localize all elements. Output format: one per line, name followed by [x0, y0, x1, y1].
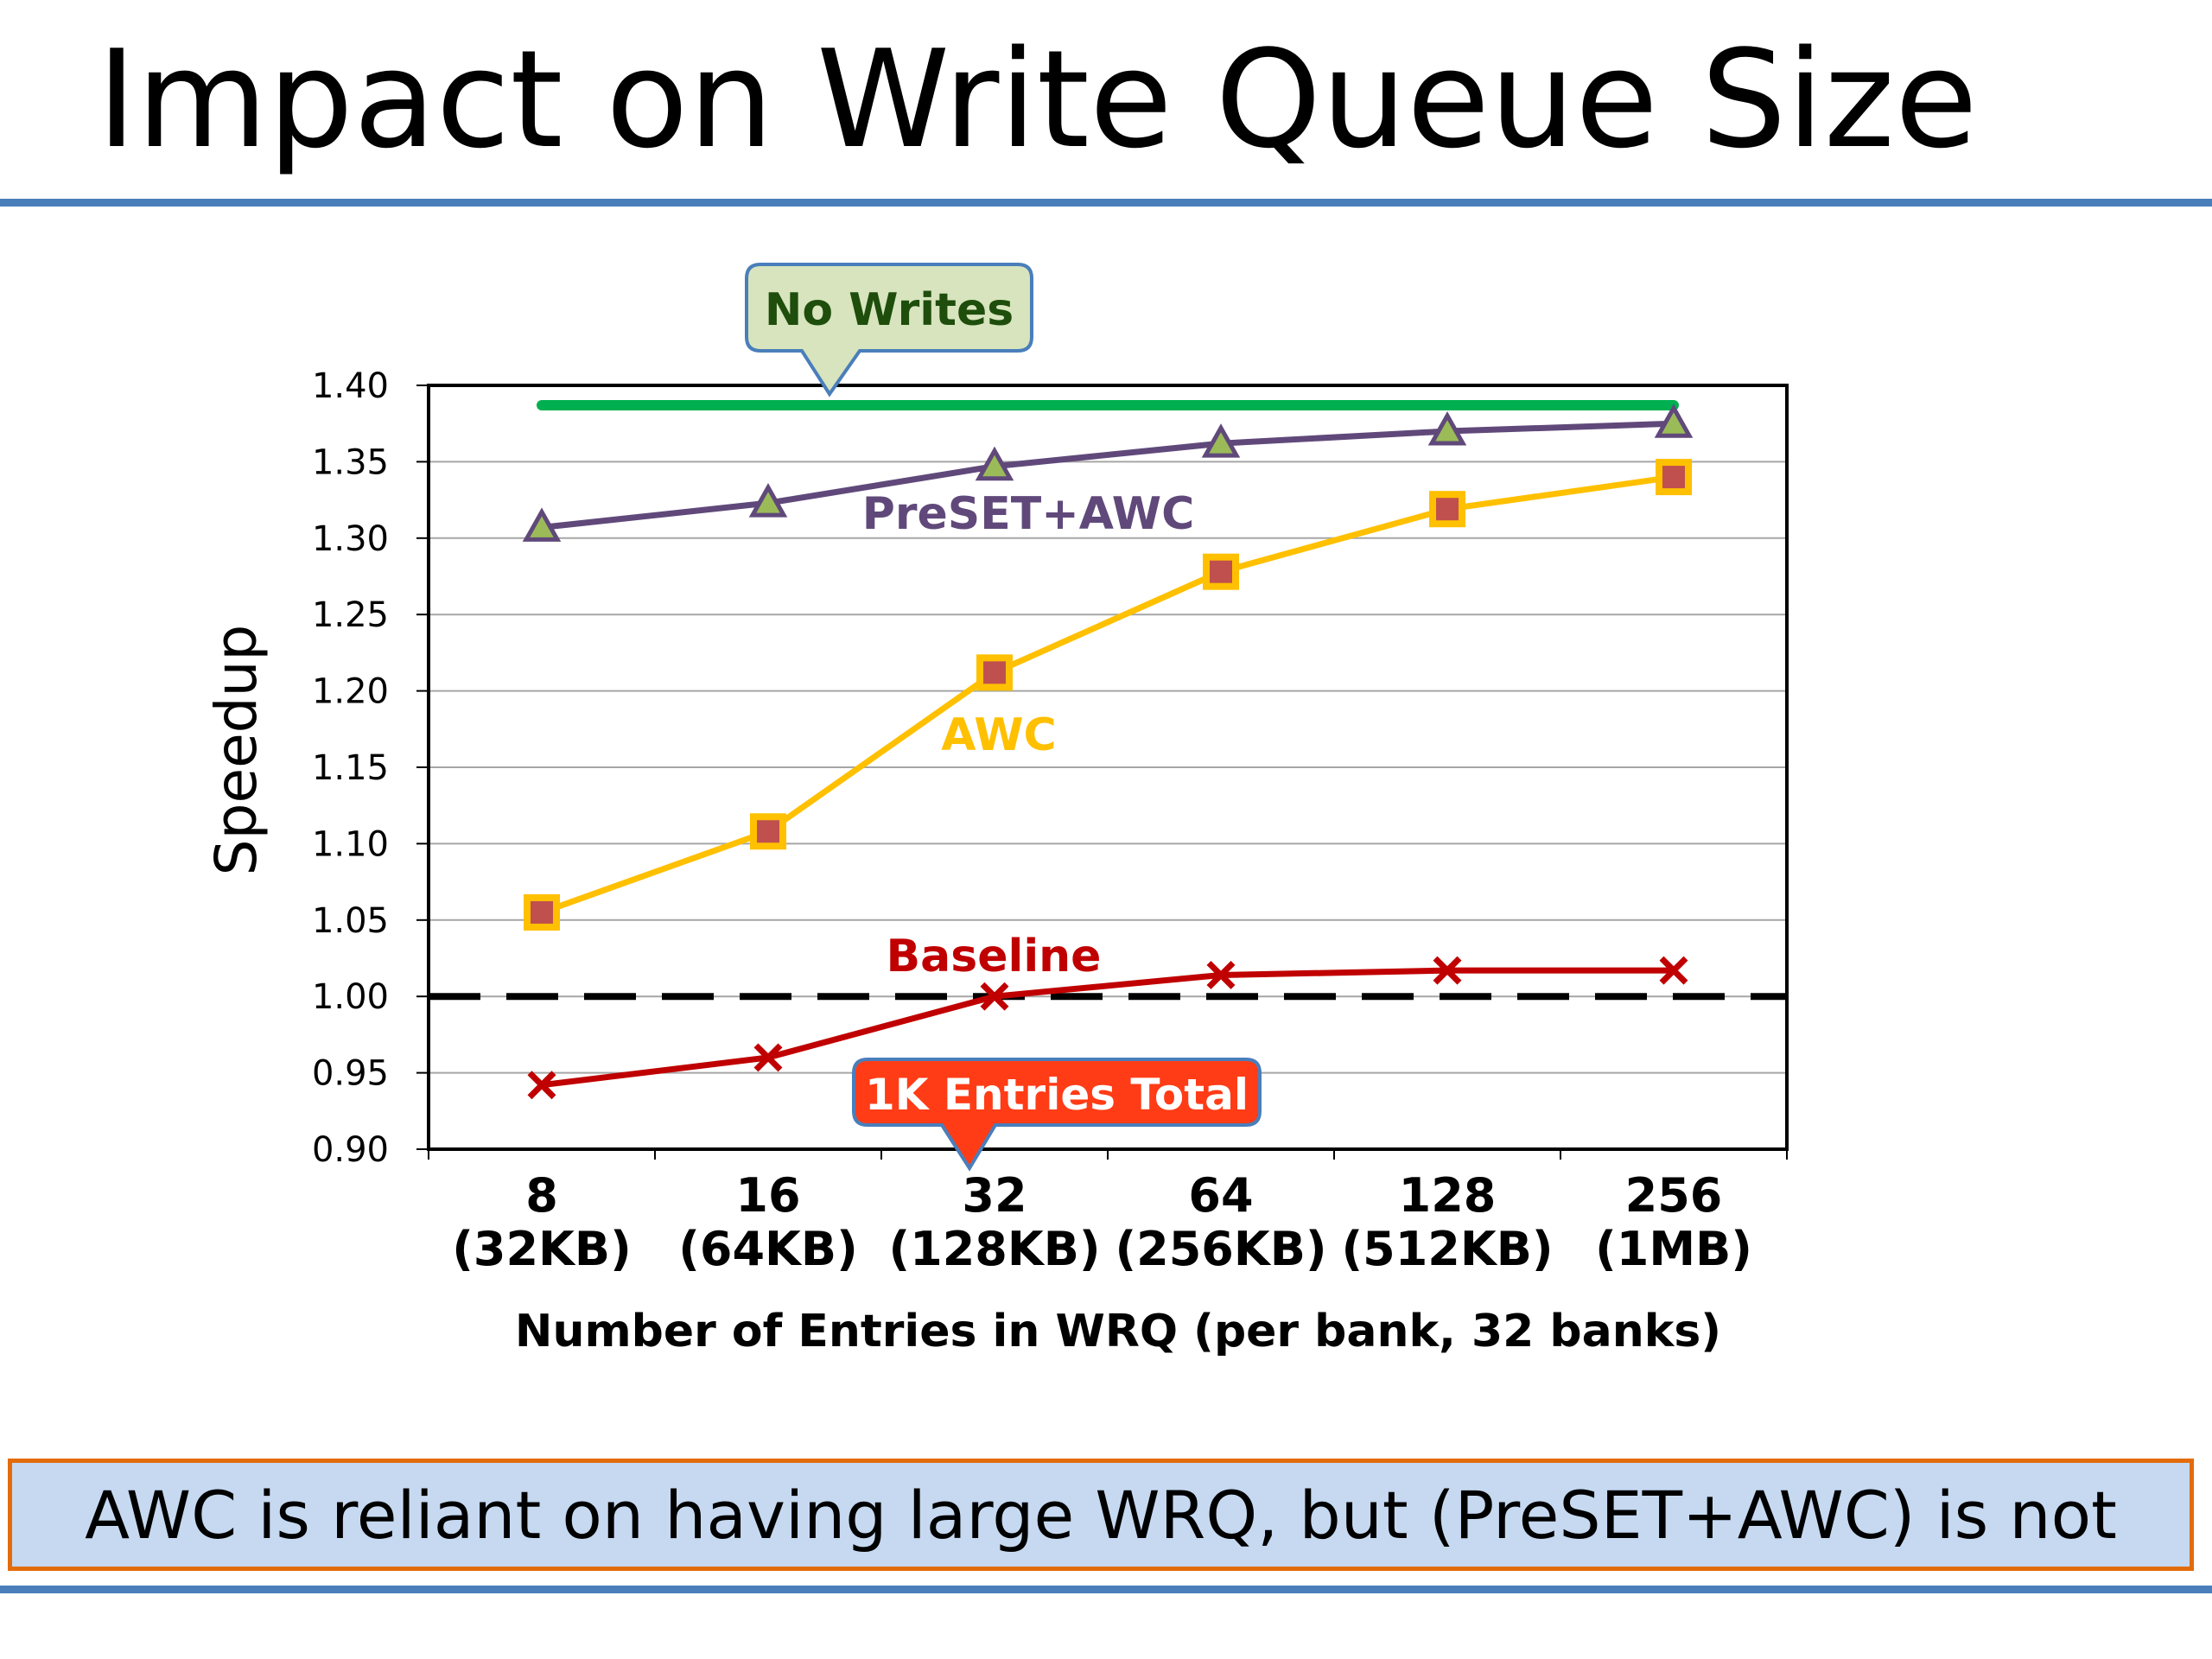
- y-tick-label: 1.30: [312, 519, 389, 559]
- x-tick-sublabel: (32KB): [452, 1222, 632, 1276]
- no-writes-callout: No Writes: [745, 263, 1033, 397]
- point-awc: [524, 893, 560, 931]
- y-tick-label: 1.15: [312, 748, 389, 788]
- y-tick-label: 1.10: [312, 824, 389, 864]
- takeaway-text: AWC is reliant on having large WRQ, but …: [85, 1476, 2117, 1554]
- point-preset-awc: [1201, 423, 1241, 458]
- x-tick-label: 16: [735, 1168, 800, 1223]
- y-axis-label: Speedup: [203, 625, 270, 876]
- footer-divider: [0, 1586, 2212, 1593]
- x-tick-label: 64: [1188, 1168, 1253, 1223]
- entries-total-callout-label: 1K Entries Total: [865, 1070, 1249, 1120]
- x-tick-label: 32: [962, 1168, 1027, 1223]
- entries-total-callout: 1K Entries Total: [852, 1058, 1262, 1172]
- title-divider: [0, 199, 2212, 207]
- series-label-preset-awc: PreSET+AWC: [862, 488, 1194, 540]
- point-awc: [1656, 459, 1692, 496]
- series-label-baseline: Baseline: [887, 931, 1102, 982]
- takeaway-banner: AWC is reliant on having large WRQ, but …: [8, 1459, 2194, 1571]
- x-tick-sublabel: (128KB): [888, 1222, 1100, 1276]
- point-awc: [1429, 491, 1465, 528]
- point-preset-awc: [1427, 410, 1467, 446]
- point-awc: [750, 813, 786, 850]
- no-writes-callout-label: No Writes: [765, 284, 1014, 336]
- slide-title: Impact on Write Queue Size: [97, 21, 1978, 178]
- y-tick-label: 1.35: [312, 442, 389, 482]
- point-baseline: [1433, 956, 1462, 985]
- point-awc: [1203, 553, 1239, 590]
- series-label-awc: AWC: [941, 709, 1056, 761]
- y-tick-label: 1.25: [312, 595, 389, 635]
- y-tick-labels: 0.90 0.95 1.00 1.05 1.10 1.15 1.20 1.25 1.30 1.35…: [312, 366, 389, 1170]
- x-tick-sublabel: (256KB): [1115, 1222, 1326, 1276]
- series-line-preset-awc: [541, 420, 1675, 531]
- x-tick-sublabel: (1MB): [1595, 1222, 1752, 1276]
- point-preset-awc: [1654, 404, 1694, 438]
- point-preset-awc: [975, 446, 1014, 481]
- series-line-awc: [540, 474, 1675, 916]
- point-preset-awc: [748, 483, 788, 518]
- x-tick-sublabel: (512KB): [1341, 1222, 1553, 1276]
- x-tick-label: 128: [1399, 1168, 1497, 1223]
- point-awc: [976, 654, 1013, 691]
- plot-frame: [427, 384, 1789, 1151]
- point-baseline: [753, 1043, 783, 1072]
- y-tick-label: 0.95: [312, 1054, 389, 1094]
- x-tick-sublabel: (64KB): [678, 1222, 858, 1276]
- y-tick-label: 1.40: [312, 366, 389, 406]
- x-tick-label: 8: [525, 1168, 558, 1223]
- x-axis-label: Number of Entries in WRQ (per bank, 32 b…: [515, 1306, 1721, 1357]
- x-tick-labels: 8(32KB) 16(64KB) 32(128KB) 64(256KB) 128(512…: [452, 1168, 1752, 1276]
- point-baseline: [527, 1071, 556, 1100]
- series-lines: PreSET+AWC AWC Baseline: [522, 404, 1694, 1100]
- y-tick-label: 1.05: [312, 901, 389, 941]
- point-baseline: [980, 982, 1009, 1011]
- x-tick-label: 256: [1625, 1168, 1723, 1223]
- speedup-line-chart: 0.90 0.95 1.00 1.05 1.10 1.15 1.20 1.25 1.30 1.35…: [203, 263, 1789, 1357]
- point-preset-awc: [522, 507, 562, 542]
- reference-lines: [429, 399, 1787, 1001]
- series-line-baseline: [541, 967, 1674, 1089]
- y-tick-label: 1.00: [312, 977, 389, 1017]
- point-baseline: [1659, 956, 1688, 985]
- y-tick-label: 1.20: [312, 672, 389, 712]
- point-baseline: [1206, 960, 1236, 989]
- y-tick-label: 0.90: [312, 1130, 389, 1170]
